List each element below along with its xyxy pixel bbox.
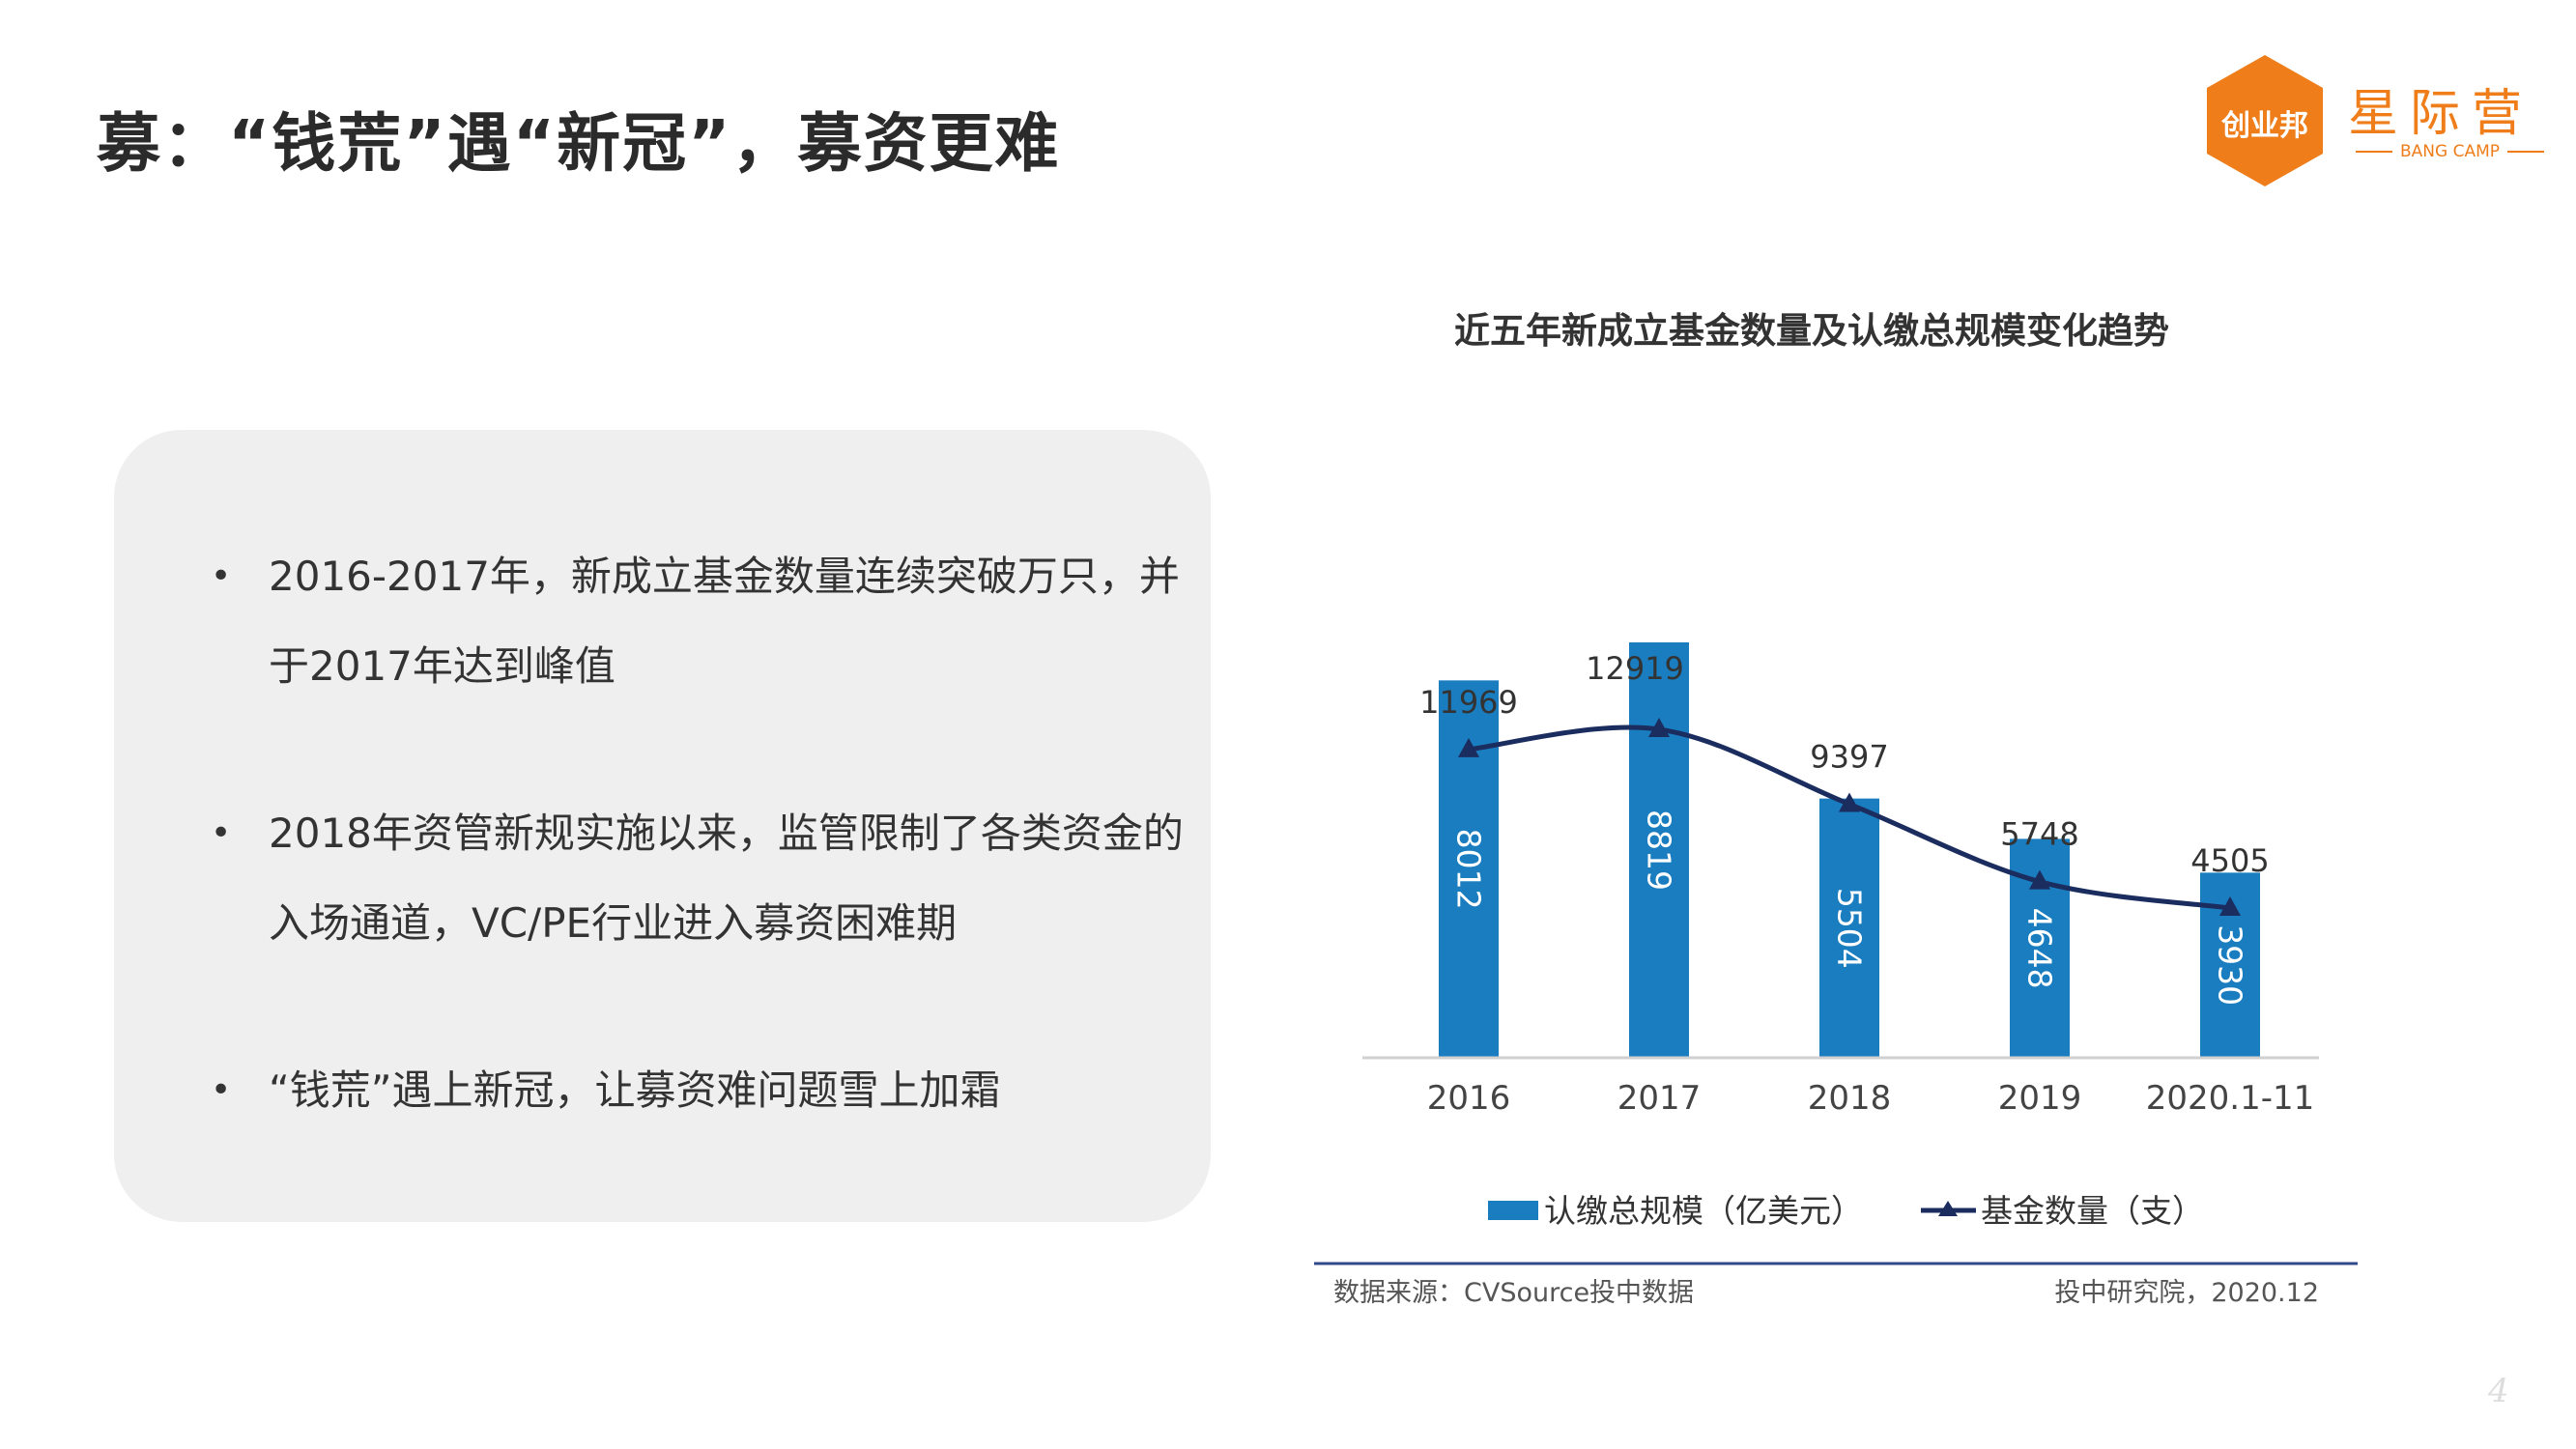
line-point [1458, 737, 1479, 757]
line-point [2219, 896, 2241, 916]
bar-value-label: 8819 [1641, 810, 1678, 891]
line-value-label: 5748 [2000, 816, 2078, 853]
text-panel: 2016-2017年，新成立基金数量连续突破万只，并于2017年达到峰值 201… [114, 430, 1211, 1222]
bar-value-label: 5504 [1831, 888, 1869, 969]
chart-source: 数据来源：CVSource投中数据 [1333, 1278, 1694, 1308]
x-tick-label: 2016 [1427, 1079, 1511, 1118]
line-point [2029, 869, 2050, 890]
logo-badge-text: 创业邦 [2221, 109, 2308, 143]
logo: 创业邦 星际营 BANG CAMP [2203, 53, 2551, 188]
x-tick-label: 2018 [1808, 1079, 1892, 1118]
legend-line-label: 基金数量（支） [1981, 1192, 2204, 1230]
bar-value-label: 4648 [2021, 908, 2059, 989]
logo-subtitle: BANG CAMP [2348, 142, 2551, 161]
legend: 认缴总规模（亿美元） 基金数量（支） [1488, 1192, 2204, 1230]
x-tick-label: 2020.1-11 [2146, 1079, 2315, 1118]
bar-value-label: 3930 [2212, 924, 2249, 1006]
line-point [1839, 792, 1860, 812]
logo-name: 星际营 [2348, 85, 2534, 143]
line-value-label: 9397 [1810, 738, 1888, 775]
line-value-label: 11969 [1419, 684, 1518, 721]
bullet-list: 2016-2017年，新成立基金数量连续突破万只，并于2017年达到峰值 201… [201, 531, 1187, 1135]
page-number: 4 [2488, 1372, 2509, 1410]
fund-chart: 近五年新成立基金数量及认缴总规模变化趋势 8012 8819 5504 4648 393… [1314, 310, 2358, 1308]
x-tick-label: 2017 [1617, 1079, 1702, 1118]
legend-bar-swatch [1488, 1201, 1538, 1220]
line-value-label: 12919 [1586, 650, 1684, 687]
bar [1819, 798, 1879, 1058]
bullet-item: 2018年资管新规实施以来，监管限制了各类资金的入场通道，VC/PE行业进入募资… [201, 788, 1187, 968]
bullet-item: 2016-2017年，新成立基金数量连续突破万只，并于2017年达到峰值 [201, 531, 1187, 711]
slide-title: 募：“钱荒”遇“新冠”，募资更难 [97, 106, 1061, 181]
bullet-item: “钱荒”遇上新冠，让募资难问题雪上加霜 [201, 1045, 1187, 1135]
legend-triangle-marker-icon [1938, 1201, 1958, 1216]
chart-credit: 投中研究院，2020.12 [2054, 1278, 2319, 1308]
legend-bar-label: 认缴总规模（亿美元） [1544, 1192, 1863, 1230]
line-point [1648, 718, 1670, 737]
chart-title: 近五年新成立基金数量及认缴总规模变化趋势 [1454, 310, 2169, 352]
bar-value-label: 8012 [1450, 829, 1488, 910]
line-value-label: 4505 [2190, 842, 2269, 879]
x-tick-label: 2019 [1998, 1079, 2082, 1118]
logo-hexagon-icon [2207, 55, 2323, 186]
bar [1629, 642, 1689, 1058]
